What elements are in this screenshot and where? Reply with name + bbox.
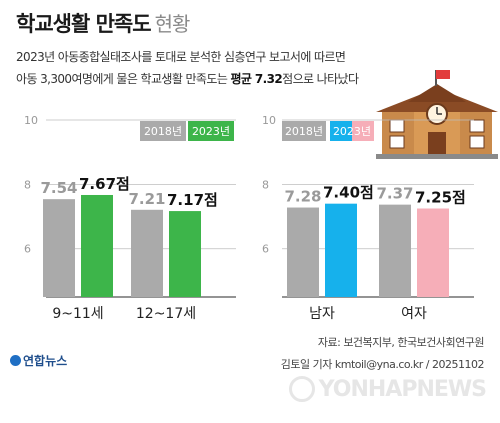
chart-subtitle: 현황 (154, 12, 191, 36)
legend-swatch-2023 (188, 121, 234, 141)
bar-2023 (417, 208, 449, 297)
category-label: 여자 (401, 306, 427, 322)
description-average-highlight: 평균 7.32 (230, 72, 283, 86)
value-label-2023: 7.25점 (415, 189, 466, 207)
title-block: 학교생활 만족도 현황 (16, 8, 191, 38)
bar-2023 (81, 194, 113, 297)
value-label-2023: 7.40점 (323, 184, 374, 202)
legend-swatch-2023-male (330, 121, 352, 141)
bar-2023 (169, 211, 201, 297)
description-line-2-post: 점으로 나타났다 (282, 72, 359, 86)
description-line-1: 2023년 아동종합실태조사를 토대로 분석한 심층연구 보고서에 따르면 (16, 50, 346, 64)
value-label-2023: 7.17점 (167, 191, 218, 209)
value-label-2023: 7.67점 (79, 175, 130, 193)
y-tick-label: 8 (24, 178, 31, 191)
legend-label-2018: 2018년 (144, 125, 182, 138)
watermark: YONHAPNEWS (288, 376, 487, 402)
description-line-2: 아동 3,300여명에게 물은 학교생활 만족도는 평균 7.32점으로 나타났… (16, 70, 359, 87)
bar-2018 (287, 207, 319, 297)
chart-panel-age: 6 8 10 2018년 2023년 7.54 7.67점 9~11세 7.21 7.17점 12~… (24, 114, 236, 322)
bar-2018 (131, 209, 163, 297)
legend-swatch-2018 (282, 121, 326, 141)
y-tick-label: 10 (262, 114, 276, 127)
value-label-2018: 7.37 (376, 185, 413, 203)
bar-2018 (43, 199, 75, 297)
bar-2023 (325, 203, 357, 297)
category-label: 남자 (309, 306, 335, 322)
legend-swatch-2023-female (352, 121, 374, 141)
watermark-text: YONHAPNEWS (318, 377, 487, 402)
bar-2018 (379, 204, 411, 297)
value-label-2018: 7.28 (284, 188, 321, 206)
yonhap-logo-icon (10, 355, 21, 366)
school-building-icon (376, 70, 498, 159)
source-note: 자료: 보건복지부, 한국보건사회연구원 (317, 336, 485, 349)
value-label-2018: 7.21 (128, 190, 165, 208)
description-line-2-pre: 아동 3,300여명에게 물은 학교생활 만족도는 (16, 72, 231, 86)
y-tick-label: 6 (262, 243, 269, 256)
y-tick-label: 8 (262, 178, 269, 191)
credit-line: 김토일 기자 kmtoil@yna.co.kr / 20251102 (280, 358, 485, 371)
chart-title: 학교생활 만족도 (16, 12, 152, 36)
y-tick-label: 10 (24, 114, 38, 127)
yonhap-logo: 연합뉴스 (10, 352, 67, 369)
yonhap-logo-text: 연합뉴스 (23, 354, 68, 368)
legend-label-2023: 2023년 (333, 125, 371, 138)
y-tick-label: 6 (24, 243, 31, 256)
legend-swatch-2018 (140, 121, 186, 141)
legend-label-2018: 2018년 (285, 125, 323, 138)
legend-label-2023: 2023년 (192, 125, 230, 138)
category-label: 9~11세 (52, 306, 103, 322)
watermark-logo-icon (288, 376, 315, 402)
value-label-2018: 7.54 (40, 179, 77, 197)
category-label: 12~17세 (136, 306, 196, 322)
